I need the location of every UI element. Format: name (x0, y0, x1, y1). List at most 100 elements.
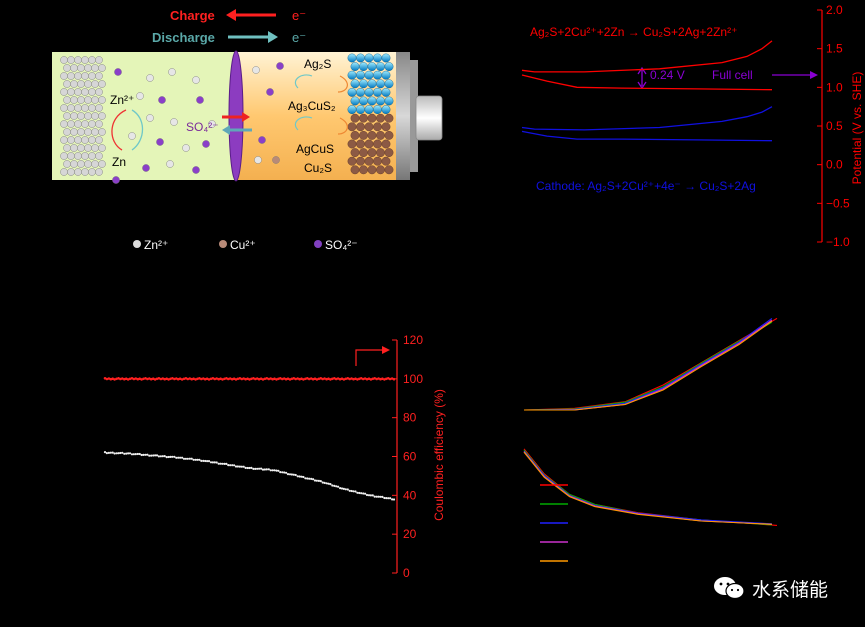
capacity-point (206, 460, 209, 463)
capacity-point (215, 461, 218, 464)
ion-particle (196, 96, 204, 104)
zn-atom (63, 96, 71, 104)
capacity-point (319, 480, 322, 483)
capacity-point (121, 451, 124, 454)
cathode-particle (364, 70, 374, 80)
ion-particle (114, 68, 122, 76)
capacity-point (152, 454, 155, 457)
cathode-particle (376, 165, 385, 175)
ce-point (336, 377, 340, 380)
voltage-gap-label: 0.24 V (650, 68, 685, 82)
capacity-point (209, 461, 213, 464)
capacity-point (286, 473, 290, 476)
ion-particle (254, 156, 262, 164)
zn-atom (74, 120, 82, 128)
zn-atom (95, 152, 103, 160)
capacity-point (236, 465, 239, 468)
capacity-point (213, 461, 216, 464)
potential-tick-label: 0.0 (826, 158, 843, 172)
cathode-particle (384, 165, 394, 175)
coulombic-tick-label: 80 (403, 411, 417, 425)
cathode-particle (356, 156, 365, 166)
ion-particle (192, 166, 200, 174)
zn-atom (88, 104, 96, 112)
capacity-point (285, 471, 288, 474)
zn-atom (77, 112, 85, 120)
capacity-point (310, 477, 313, 480)
zn-atom (63, 144, 71, 152)
cathode-particle (367, 62, 377, 71)
capacity-point (167, 455, 170, 459)
zn-atom (95, 120, 103, 128)
capacity-point (369, 494, 372, 497)
cathode-particle (376, 79, 385, 89)
capacity-point (109, 451, 112, 454)
capacity-point (144, 453, 147, 456)
cycle-curve (523, 321, 773, 411)
cathode-particle (367, 96, 377, 106)
capacity-point (136, 452, 139, 456)
zn-atom (81, 168, 89, 176)
capacity-point (196, 458, 199, 461)
cycle-curve (524, 319, 773, 411)
zn-atom (88, 136, 96, 144)
ce-point (236, 377, 240, 381)
watermark: 水系储能 (712, 574, 828, 602)
ion-particle (272, 156, 280, 164)
capacity-point (190, 457, 193, 460)
capacity-point (290, 473, 293, 476)
capacity-point (134, 453, 137, 456)
capacity-point (115, 452, 118, 455)
potential-tick-label: −1.0 (826, 235, 850, 249)
cathode-particle (367, 113, 377, 123)
capacity-point (194, 458, 197, 461)
zn-atom (81, 88, 89, 96)
cathode-particle (373, 70, 382, 80)
zn-atom (63, 112, 71, 120)
potential-curve (521, 74, 773, 91)
capacity-point (294, 473, 297, 477)
voltage-profile-panel (523, 317, 778, 562)
capacity-point (325, 482, 328, 485)
zn2-ion-label: Zn²⁺ (110, 93, 134, 107)
zn-atom (77, 64, 85, 72)
ce-point (392, 377, 396, 381)
capacity-point (281, 471, 284, 474)
zn-atom (98, 64, 106, 72)
cathode-particle (367, 148, 377, 158)
cycle-curve (523, 317, 773, 411)
zn-atom (70, 64, 78, 72)
capacity-point (313, 479, 317, 482)
capacity-point (227, 464, 230, 467)
full-cell-reaction: Ag₂S+2Cu²⁺+2Zn → Cu₂S+2Ag+2Zn²⁺ (530, 25, 737, 39)
zn-atom (91, 128, 99, 136)
cycle-curve (523, 451, 772, 525)
capacity-point (381, 495, 384, 498)
capacity-point (298, 475, 301, 478)
capacity-point (292, 473, 295, 476)
cathode-particle (364, 88, 374, 97)
cathode-particle (359, 96, 368, 106)
zn-atom (74, 88, 82, 96)
capacity-point (379, 495, 382, 498)
zn-atom (98, 80, 106, 88)
cathode-particle (384, 130, 394, 140)
ce-point (186, 377, 190, 381)
capacity-point (233, 464, 236, 467)
cathode-particle (376, 148, 385, 158)
ce-point (265, 377, 269, 380)
capacity-point (154, 454, 157, 457)
ce-point (149, 377, 153, 381)
cycle-curves (523, 317, 778, 526)
ion-particle (192, 76, 200, 84)
capacity-point (373, 495, 376, 498)
ce-point (192, 377, 195, 381)
capacity-point (288, 473, 292, 476)
zn-atom (70, 80, 78, 88)
capacity-point (219, 462, 222, 465)
capacity-point (130, 453, 134, 456)
cathode-particle (373, 139, 382, 149)
ce-point (331, 377, 334, 381)
phase-cu2s: Cu₂S (304, 161, 332, 175)
capacity-point (342, 487, 345, 490)
